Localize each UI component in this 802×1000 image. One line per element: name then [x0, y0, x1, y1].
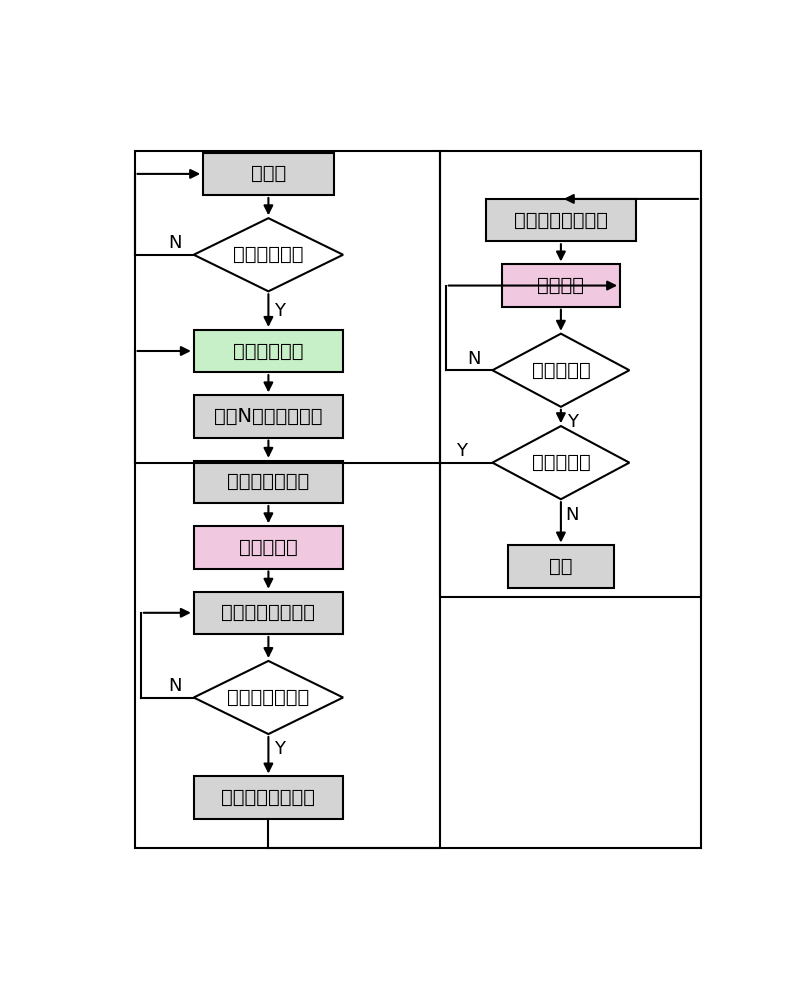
Text: 开启显微拉曼模块: 开启显微拉曼模块: [221, 603, 315, 622]
Text: N: N: [168, 677, 181, 695]
Bar: [193, 330, 342, 372]
Text: N: N: [168, 234, 181, 252]
Bar: [501, 264, 619, 307]
Text: 初始化: 初始化: [250, 164, 286, 183]
Text: Y: Y: [273, 740, 285, 758]
Text: 多通控制阀选通: 多通控制阀选通: [227, 472, 309, 491]
Text: 数据发送完: 数据发送完: [531, 361, 589, 380]
Text: Y: Y: [566, 413, 577, 431]
Text: N: N: [565, 506, 578, 524]
Text: 输出显示: 输出显示: [537, 276, 584, 295]
Text: 收到采样指令: 收到采样指令: [233, 245, 303, 264]
Text: Y: Y: [456, 442, 466, 460]
Text: 注射泵进样: 注射泵进样: [239, 538, 298, 557]
Text: Y: Y: [273, 302, 285, 320]
Polygon shape: [492, 426, 629, 499]
Bar: [193, 395, 342, 438]
Text: 关闭显微拉曼模块: 关闭显微拉曼模块: [221, 788, 315, 807]
Text: 下一次采样: 下一次采样: [531, 453, 589, 472]
Bar: [486, 199, 635, 241]
Polygon shape: [193, 218, 342, 291]
Bar: [193, 526, 342, 569]
Text: 采集完拉曼光谱: 采集完拉曼光谱: [227, 688, 309, 707]
Bar: [508, 545, 613, 588]
Text: 开启微泵抽水: 开启微泵抽水: [233, 342, 303, 360]
Bar: [135, 151, 439, 848]
Text: N: N: [467, 350, 480, 368]
Bar: [193, 461, 342, 503]
Bar: [203, 153, 334, 195]
Bar: [193, 592, 342, 634]
Text: 结束: 结束: [549, 557, 572, 576]
Bar: [439, 151, 700, 597]
Polygon shape: [492, 334, 629, 407]
Text: 光谱数据分析处理: 光谱数据分析处理: [513, 211, 607, 230]
Text: 延时N秒后关闭微泵: 延时N秒后关闭微泵: [214, 407, 322, 426]
Polygon shape: [193, 661, 342, 734]
Bar: [193, 776, 342, 819]
